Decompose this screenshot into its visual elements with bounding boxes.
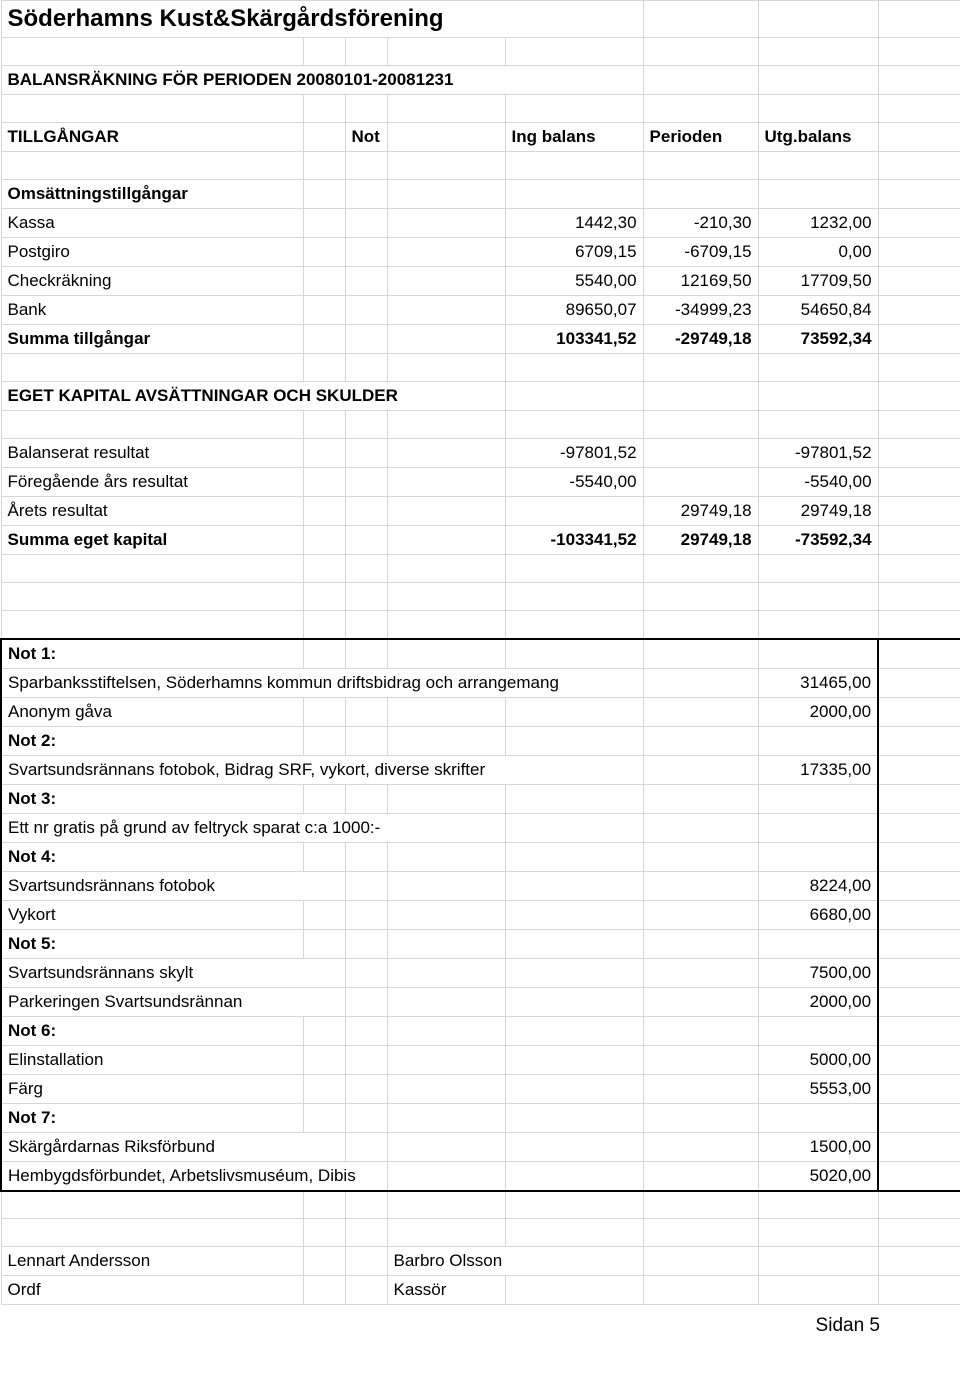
sign-barbro: Barbro Olsson — [387, 1247, 643, 1276]
sign-kassor: Kassör — [387, 1276, 505, 1305]
subtitle-row: BALANSRÄKNING FÖR PERIODEN 20080101-2008… — [1, 66, 960, 95]
row-arets: Årets resultat 29749,18 29749,18 — [1, 497, 960, 526]
page-title: Söderhamns Kust&Skärgårdsförening — [1, 1, 643, 38]
row-skylt: Svartsundsrännans skylt7500,00 — [1, 958, 960, 987]
row-farg: Färg5553,00 — [1, 1074, 960, 1103]
row-kassa: Kassa 1442,30 -210,30 1232,00 — [1, 209, 960, 238]
row-postgiro: Postgiro 6709,15 -6709,15 0,00 — [1, 238, 960, 267]
oms-label: Omsättningstillgångar — [1, 180, 303, 209]
row-summa-tillg: Summa tillgångar 103341,52 -29749,18 735… — [1, 325, 960, 354]
row-not5: Not 5: — [1, 929, 960, 958]
row-not4: Not 4: — [1, 842, 960, 871]
balance-sheet-table: Söderhamns Kust&Skärgårdsförening BALANS… — [0, 0, 960, 1305]
title-row: Söderhamns Kust&Skärgårdsförening — [1, 1, 960, 38]
row-bank: Bank 89650,07 -34999,23 54650,84 — [1, 296, 960, 325]
hdr-utgbalans: Utg.balans — [758, 123, 878, 152]
row-summa-eget: Summa eget kapital -103341,52 29749,18 -… — [1, 526, 960, 555]
row-balres: Balanserat resultat -97801,52 -97801,52 — [1, 439, 960, 468]
header-row: TILLGÅNGAR Not Ing balans Perioden Utg.b… — [1, 123, 960, 152]
page-number: Sidan 5 — [0, 1305, 960, 1357]
row-sign-titles: Ordf Kassör — [1, 1276, 960, 1305]
row-not6: Not 6: — [1, 1016, 960, 1045]
row-foto: Svartsundsrännans fotobok8224,00 — [1, 871, 960, 900]
row-check: Checkräkning 5540,00 12169,50 17709,50 — [1, 267, 960, 296]
row-hemb: Hembygdsförbundet, Arbetslivsmuséum, Dib… — [1, 1161, 960, 1191]
row-vykort: Vykort6680,00 — [1, 900, 960, 929]
row-not7: Not 7: — [1, 1103, 960, 1132]
row-park: Parkeringen Svartsundsrännan2000,00 — [1, 987, 960, 1016]
row-spar: Sparbanksstiftelsen, Söderhamns kommun d… — [1, 668, 960, 697]
subtitle: BALANSRÄKNING FÖR PERIODEN 20080101-2008… — [1, 66, 643, 95]
hdr-ingbalans: Ing balans — [505, 123, 643, 152]
row-sign-names: Lennart Andersson Barbro Olsson — [1, 1247, 960, 1276]
row-riks: Skärgårdarnas Riksförbund1500,00 — [1, 1132, 960, 1161]
hdr-perioden: Perioden — [643, 123, 758, 152]
hdr-not: Not — [345, 123, 387, 152]
row-elin: Elinstallation5000,00 — [1, 1045, 960, 1074]
eget-label: EGET KAPITAL AVSÄTTNINGAR OCH SKULDER — [1, 382, 505, 411]
row-not2: Not 2: — [1, 726, 960, 755]
row-anon: Anonym gåva2000,00 — [1, 697, 960, 726]
row-not1: Not 1: — [1, 639, 960, 669]
hdr-tillgangar: TILLGÅNGAR — [1, 123, 303, 152]
row-svart2: Svartsundsrännans fotobok, Bidrag SRF, v… — [1, 755, 960, 784]
sign-lennart: Lennart Andersson — [1, 1247, 303, 1276]
row-foreg: Föregående års resultat -5540,00 -5540,0… — [1, 468, 960, 497]
row-ettnr: Ett nr gratis på grund av feltryck spara… — [1, 813, 960, 842]
sign-ordf: Ordf — [1, 1276, 303, 1305]
row-not3: Not 3: — [1, 784, 960, 813]
